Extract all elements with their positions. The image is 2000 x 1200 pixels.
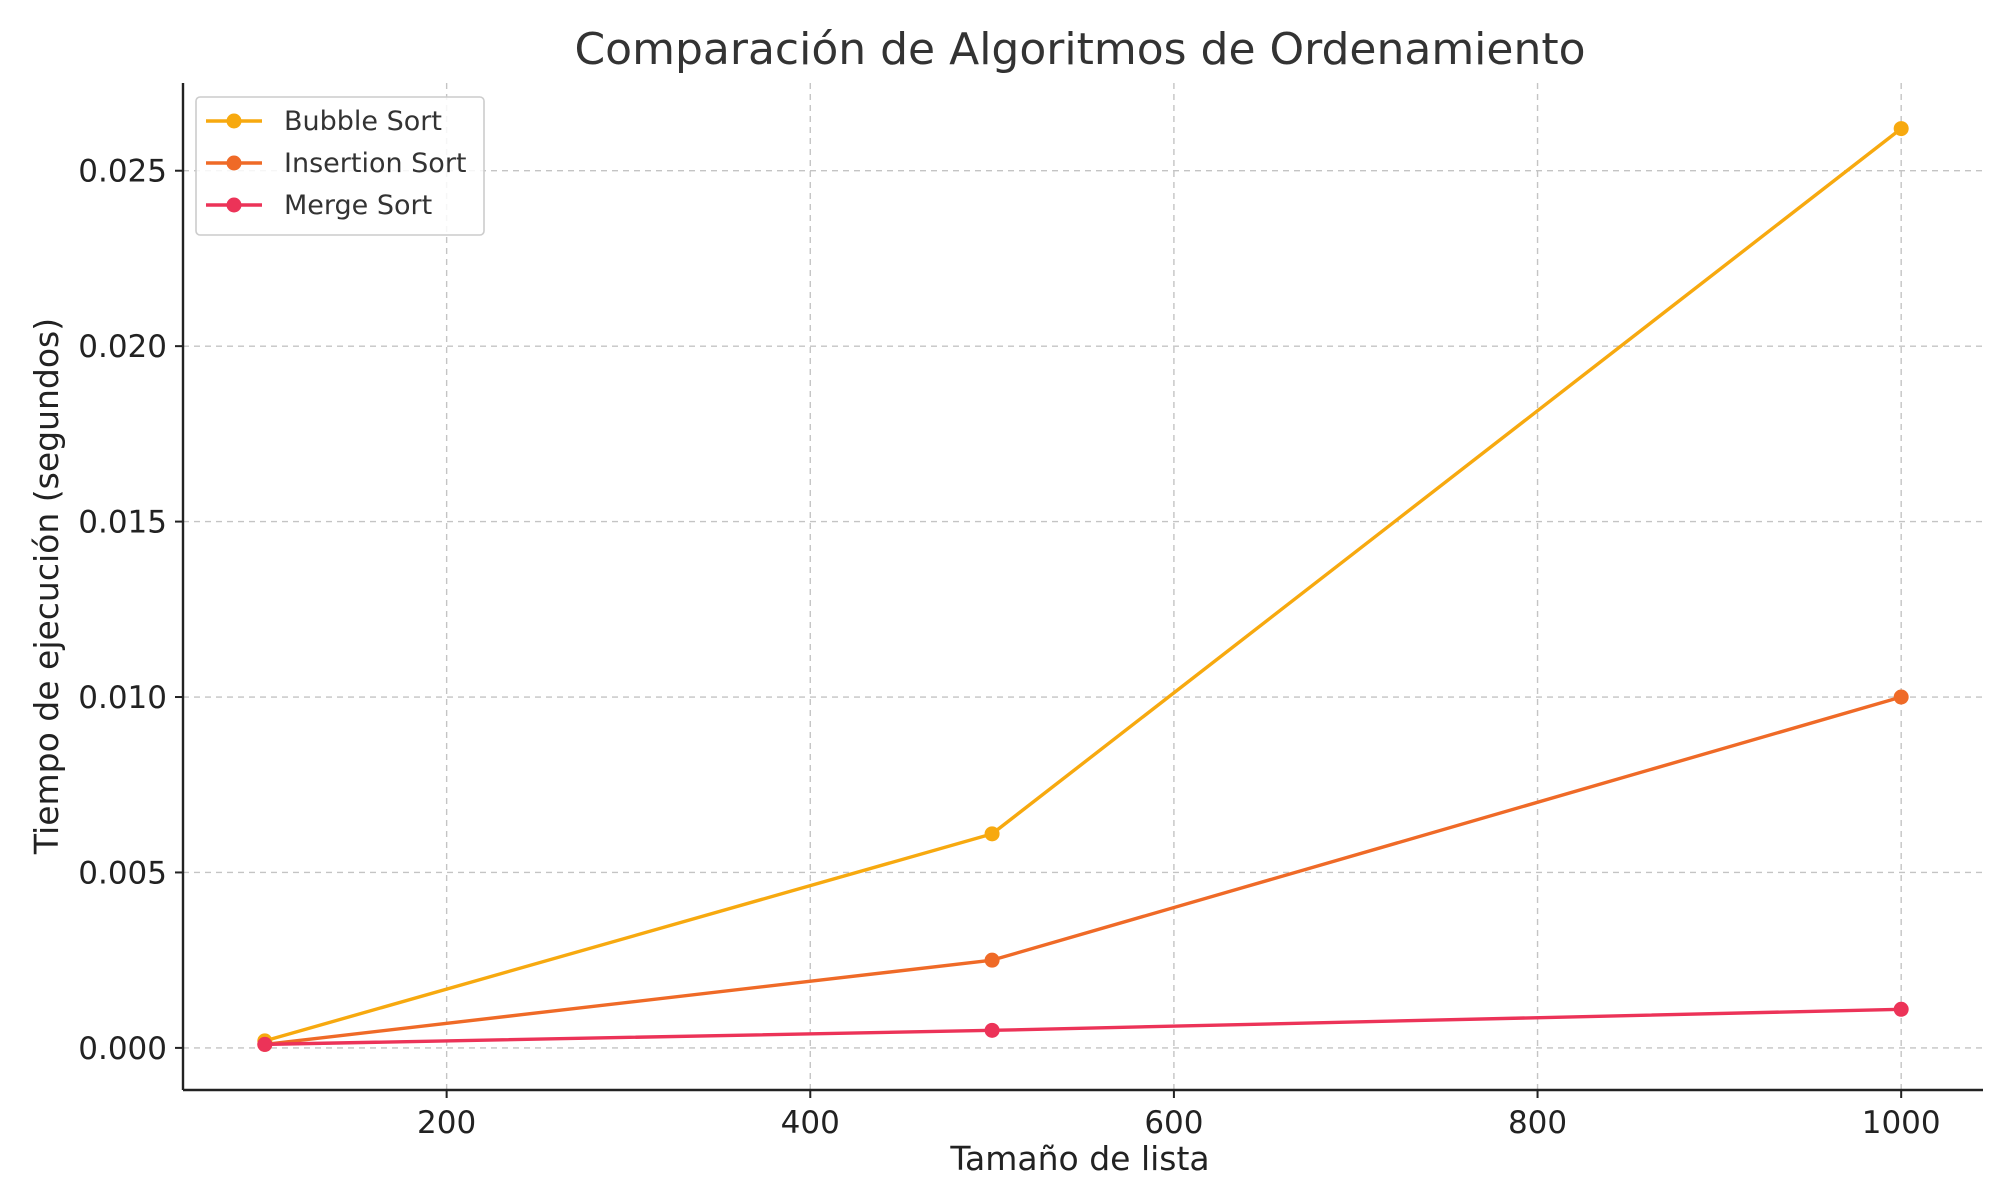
x-tick-label: 400 xyxy=(781,1105,840,1141)
legend: Bubble Sort Insertion Sort Merge Sort xyxy=(195,96,485,236)
series-insertion-sort xyxy=(257,689,1909,1052)
y-tick-label: 0.020 xyxy=(78,329,167,365)
chart-title: Comparación de Algoritmos de Ordenamient… xyxy=(574,24,1585,75)
legend-label-merge-sort: Merge Sort xyxy=(284,190,432,221)
series-line-insertion-sort xyxy=(263,695,1903,1047)
y-tick-label: 0.005 xyxy=(78,855,167,891)
legend-swatch-marker-bubble-sort xyxy=(226,113,242,129)
data-point-bubble-sort xyxy=(984,826,1000,842)
series-bubble-sort xyxy=(257,121,1909,1049)
data-point-bubble-sort xyxy=(1893,121,1909,137)
axes: 200 400 600 800 1000 0.000 0.005 0.010 0.015 0.02… xyxy=(78,83,1983,1141)
x-tick-label: 800 xyxy=(1508,1105,1567,1141)
series-merge-sort xyxy=(257,1001,1909,1052)
y-tick-label: 0.025 xyxy=(78,154,167,190)
x-tick-label: 200 xyxy=(417,1105,476,1141)
legend-box xyxy=(195,96,485,236)
x-axis-label: Tamaño de lista xyxy=(949,1139,1209,1178)
series-layer xyxy=(257,121,1909,1052)
legend-swatch-marker-merge-sort xyxy=(226,197,242,213)
legend-swatch-marker-insertion-sort xyxy=(226,155,242,171)
y-axis-label: Tiempo de ejecución (segundos) xyxy=(27,318,66,855)
data-point-merge-sort xyxy=(257,1036,273,1052)
x-tick-label: 600 xyxy=(1144,1105,1203,1141)
grid xyxy=(183,83,1983,1090)
legend-label-bubble-sort: Bubble Sort xyxy=(284,106,442,137)
x-tick-label: 1000 xyxy=(1862,1105,1941,1141)
data-point-merge-sort xyxy=(984,1022,1000,1038)
y-tick-label: 0.000 xyxy=(78,1031,167,1067)
y-tick-label: 0.015 xyxy=(78,505,167,541)
y-tick-label: 0.010 xyxy=(78,680,167,716)
legend-label-insertion-sort: Insertion Sort xyxy=(284,148,467,179)
data-point-insertion-sort xyxy=(984,952,1000,968)
series-line-bubble-sort xyxy=(263,126,1903,1043)
data-point-insertion-sort xyxy=(1893,689,1909,705)
data-point-merge-sort xyxy=(1893,1001,1909,1017)
